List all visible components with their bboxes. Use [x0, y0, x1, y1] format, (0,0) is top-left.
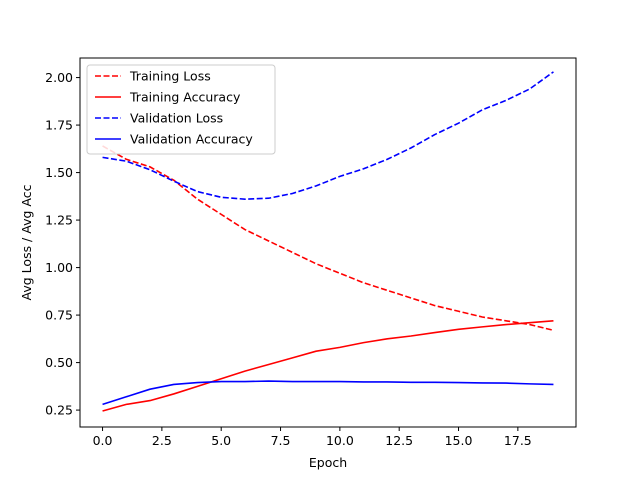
x-tick-label: 10.0 [326, 433, 354, 448]
series-line-training-accuracy [102, 319, 554, 412]
y-tick-label: 1.75 [45, 118, 73, 133]
x-tick-label: 2.5 [152, 433, 172, 448]
y-tick-label: 0.75 [45, 308, 73, 323]
legend-label: Training Accuracy [129, 90, 241, 105]
y-tick-label: 1.25 [45, 213, 73, 228]
y-tick-label: 2.00 [45, 70, 73, 85]
legend-label: Training Loss [129, 69, 211, 84]
plot-frame [79, 57, 577, 428]
x-tick-label: 17.5 [504, 433, 532, 448]
y-tick-label: 0.50 [45, 355, 73, 370]
x-tick-label: 5.0 [211, 433, 231, 448]
x-tick-label: 7.5 [271, 433, 291, 448]
legend-box [86, 64, 276, 155]
legend-label: Validation Accuracy [130, 132, 253, 147]
y-tick-label: 0.25 [45, 403, 73, 418]
x-axis-label: Epoch [309, 455, 347, 470]
y-axis-label: Avg Loss / Avg Acc [19, 184, 34, 300]
series-group [102, 71, 554, 412]
x-axis: 0.0 2.5 5.0 7.5 10.0 12.5 15.0 17.5 [93, 427, 532, 448]
legend-label: Validation Loss [130, 111, 223, 126]
series-line-validation-loss [102, 71, 554, 200]
x-tick-label: 15.0 [445, 433, 473, 448]
y-axis: 0.25 0.50 0.75 1.00 1.25 1.50 1.75 2.00 [45, 70, 80, 418]
legend: Training Loss Training Accuracy Validation… [86, 64, 276, 155]
x-tick-label: 12.5 [385, 433, 413, 448]
y-tick-label: 1.50 [45, 165, 73, 180]
x-tick-label: 0.0 [93, 433, 113, 448]
series-line-validation-accuracy [102, 380, 554, 406]
series-line-training-loss [102, 145, 554, 332]
y-tick-label: 1.00 [45, 260, 73, 275]
